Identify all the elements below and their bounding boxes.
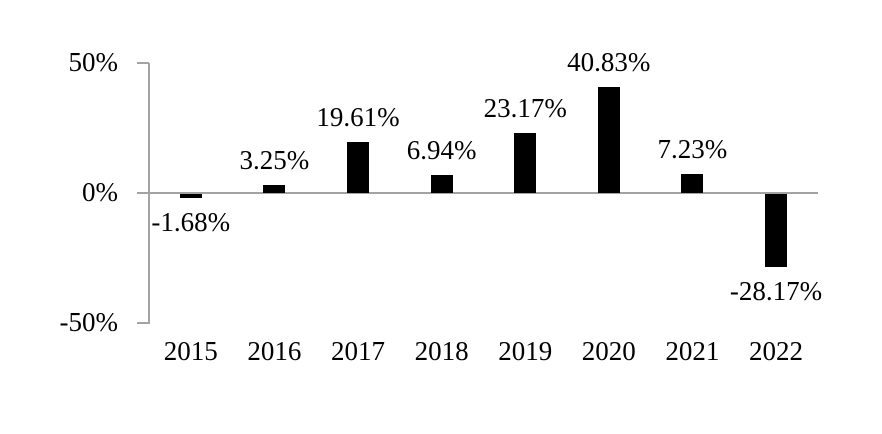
bar [263, 184, 286, 193]
x-tick-label: 2015 [163, 336, 218, 366]
bar-value-label: 23.17% [483, 92, 567, 123]
bar [430, 174, 453, 193]
bar-value-label: -1.68% [151, 207, 231, 238]
bar [681, 174, 704, 193]
bar [514, 132, 537, 193]
x-tick-label: 2022 [749, 336, 803, 366]
bar-value-label: 7.23% [657, 134, 728, 165]
bar-value-label: 19.61% [316, 102, 400, 132]
bar [597, 86, 620, 193]
bar-value-label: 6.94% [406, 134, 477, 165]
bar [347, 142, 369, 193]
y-tick-mark [137, 62, 149, 64]
y-tick-mark [137, 192, 149, 194]
x-axis-line [137, 192, 818, 194]
y-tick-label: 50% [68, 47, 119, 77]
y-tick-label: 0% [82, 177, 118, 207]
x-tick-label: 2016 [247, 336, 302, 366]
bar [179, 194, 202, 199]
x-tick-label: 2020 [581, 336, 636, 366]
bar-value-label: 3.25% [239, 144, 310, 175]
bar-value-label: -28.17% [729, 276, 823, 307]
y-tick-mark [137, 322, 149, 324]
x-tick-label: 2018 [414, 336, 469, 366]
x-tick-label: 2017 [331, 336, 385, 366]
bar-value-label: 40.83% [567, 46, 651, 77]
bar [765, 194, 787, 268]
x-tick-label: 2021 [665, 336, 720, 366]
x-tick-label: 2019 [498, 336, 553, 366]
y-tick-label: -50% [59, 307, 118, 337]
